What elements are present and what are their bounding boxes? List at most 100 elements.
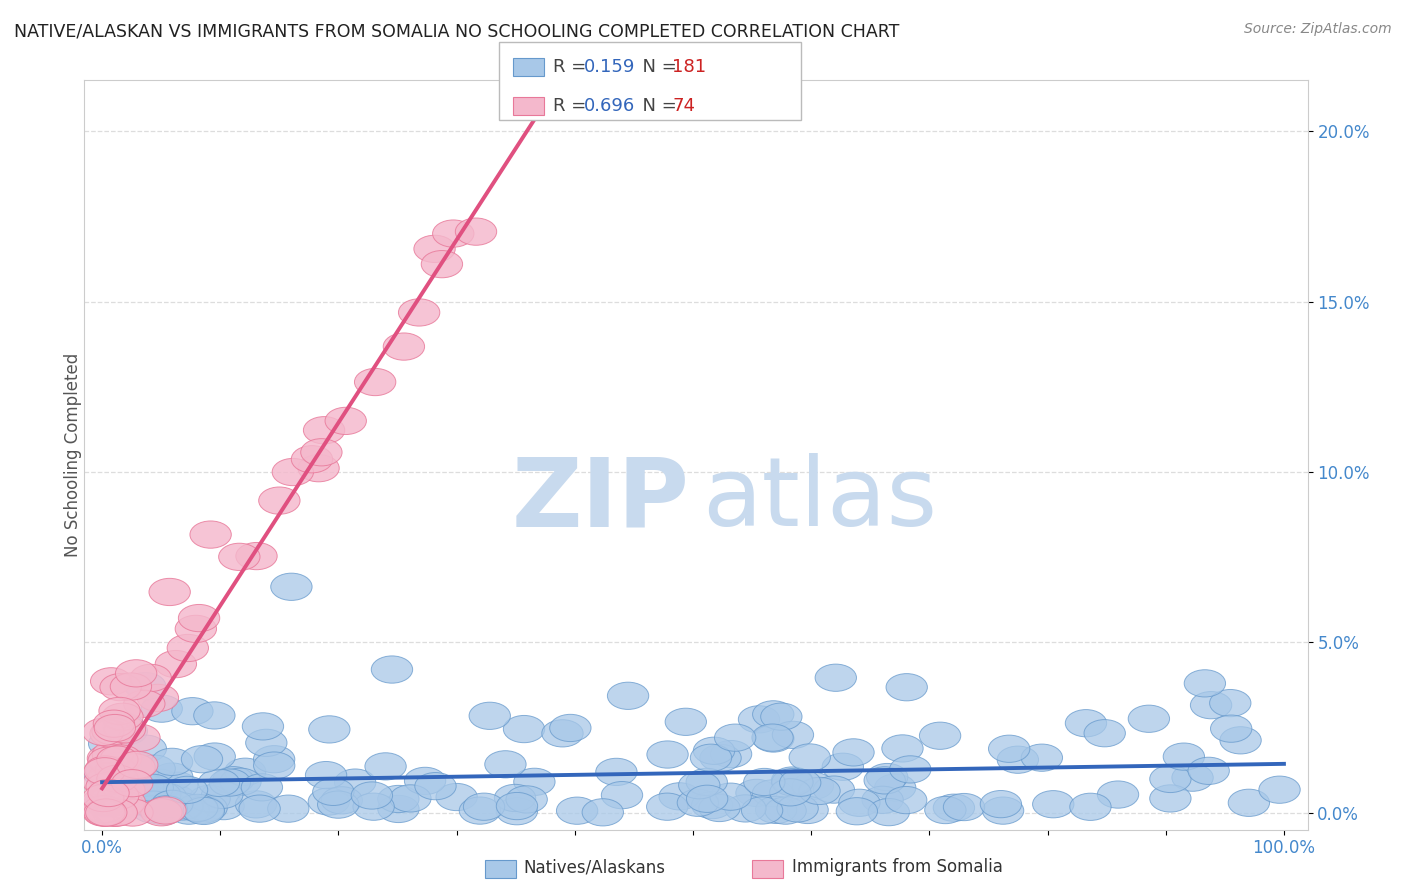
Ellipse shape: [813, 776, 855, 803]
Text: N =: N =: [631, 97, 683, 115]
Ellipse shape: [692, 791, 733, 819]
Ellipse shape: [765, 797, 806, 824]
Ellipse shape: [242, 773, 283, 801]
Ellipse shape: [1070, 793, 1111, 821]
Ellipse shape: [89, 789, 131, 815]
Ellipse shape: [83, 799, 124, 826]
Ellipse shape: [104, 786, 145, 813]
Ellipse shape: [920, 723, 960, 749]
Ellipse shape: [225, 758, 266, 785]
Ellipse shape: [125, 773, 167, 801]
Ellipse shape: [378, 785, 419, 813]
Ellipse shape: [700, 744, 741, 772]
Ellipse shape: [115, 660, 157, 687]
Ellipse shape: [152, 790, 193, 817]
Ellipse shape: [155, 650, 197, 678]
Ellipse shape: [91, 782, 132, 810]
Ellipse shape: [96, 768, 136, 796]
Ellipse shape: [181, 746, 222, 772]
Ellipse shape: [787, 797, 828, 823]
Ellipse shape: [1021, 744, 1063, 772]
Ellipse shape: [503, 715, 544, 743]
Text: 0.159: 0.159: [583, 58, 636, 76]
Ellipse shape: [354, 368, 396, 396]
Ellipse shape: [114, 754, 155, 780]
Ellipse shape: [87, 745, 128, 772]
Ellipse shape: [772, 769, 813, 796]
Ellipse shape: [304, 417, 344, 444]
Ellipse shape: [162, 793, 202, 820]
Ellipse shape: [118, 724, 160, 751]
Ellipse shape: [90, 668, 132, 695]
Ellipse shape: [752, 780, 793, 807]
Ellipse shape: [755, 797, 797, 823]
Ellipse shape: [84, 799, 125, 826]
Ellipse shape: [1220, 727, 1261, 754]
Ellipse shape: [149, 578, 190, 606]
Ellipse shape: [86, 799, 127, 826]
Ellipse shape: [557, 797, 598, 824]
Ellipse shape: [112, 799, 153, 826]
Ellipse shape: [678, 789, 718, 816]
Ellipse shape: [789, 744, 831, 771]
Ellipse shape: [735, 780, 778, 806]
Ellipse shape: [97, 765, 138, 792]
Ellipse shape: [433, 220, 474, 247]
Ellipse shape: [398, 299, 440, 326]
Ellipse shape: [141, 798, 183, 826]
Ellipse shape: [117, 759, 159, 786]
Text: Natives/Alaskans: Natives/Alaskans: [523, 858, 665, 876]
Ellipse shape: [710, 783, 751, 810]
Ellipse shape: [107, 717, 148, 745]
Ellipse shape: [138, 684, 179, 712]
Ellipse shape: [87, 780, 129, 806]
Ellipse shape: [141, 695, 183, 723]
Ellipse shape: [152, 748, 193, 775]
Ellipse shape: [83, 796, 125, 823]
Ellipse shape: [114, 780, 155, 806]
Ellipse shape: [100, 752, 142, 779]
Ellipse shape: [1184, 670, 1226, 697]
Ellipse shape: [201, 781, 243, 808]
Ellipse shape: [87, 788, 128, 815]
Ellipse shape: [925, 797, 966, 823]
Ellipse shape: [89, 731, 129, 757]
Ellipse shape: [769, 779, 811, 806]
Ellipse shape: [686, 785, 728, 813]
Ellipse shape: [485, 751, 526, 778]
Ellipse shape: [84, 761, 125, 789]
Ellipse shape: [997, 746, 1039, 773]
Ellipse shape: [91, 717, 134, 745]
Ellipse shape: [176, 615, 217, 642]
Ellipse shape: [253, 746, 295, 772]
Ellipse shape: [335, 769, 375, 797]
Ellipse shape: [772, 722, 814, 748]
Ellipse shape: [96, 799, 138, 826]
Ellipse shape: [145, 797, 186, 824]
Text: Source: ZipAtlas.com: Source: ZipAtlas.com: [1244, 22, 1392, 37]
Ellipse shape: [353, 793, 394, 821]
Ellipse shape: [513, 768, 555, 796]
Ellipse shape: [202, 792, 245, 820]
Y-axis label: No Schooling Completed: No Schooling Completed: [65, 353, 82, 557]
Ellipse shape: [693, 737, 735, 764]
Ellipse shape: [98, 698, 141, 724]
Ellipse shape: [772, 767, 813, 794]
Ellipse shape: [169, 797, 209, 824]
Ellipse shape: [886, 787, 927, 814]
Ellipse shape: [890, 756, 931, 783]
Ellipse shape: [96, 756, 136, 784]
Ellipse shape: [647, 741, 688, 768]
Ellipse shape: [1188, 757, 1229, 784]
Ellipse shape: [129, 665, 172, 691]
Ellipse shape: [122, 773, 165, 801]
Ellipse shape: [103, 713, 145, 739]
Ellipse shape: [136, 794, 177, 822]
Ellipse shape: [596, 758, 637, 786]
Ellipse shape: [741, 797, 783, 824]
Ellipse shape: [212, 766, 254, 794]
Ellipse shape: [1084, 720, 1125, 747]
Ellipse shape: [1211, 715, 1251, 742]
Ellipse shape: [752, 701, 794, 728]
Ellipse shape: [744, 768, 785, 796]
